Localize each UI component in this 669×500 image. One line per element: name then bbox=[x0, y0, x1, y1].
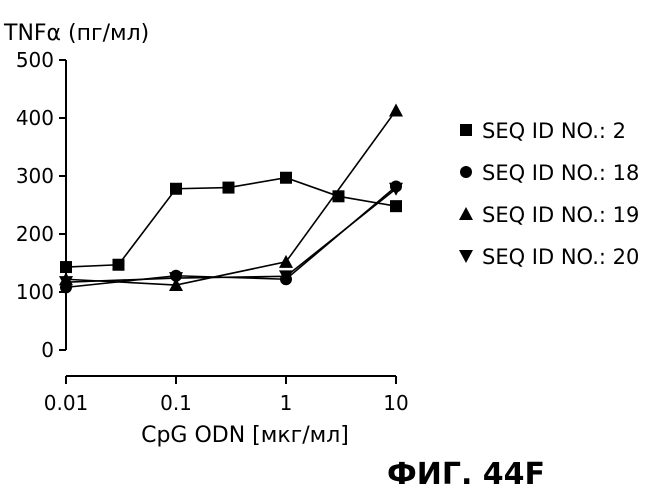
legend-label-2: SEQ ID NO.: 18 bbox=[482, 161, 639, 185]
legend-label-4: SEQ ID NO.: 20 bbox=[482, 245, 639, 269]
x-tick-label: 0.01 bbox=[44, 391, 89, 415]
data-point-series-3 bbox=[389, 103, 403, 116]
y-tick-label: 100 bbox=[16, 280, 54, 304]
y-tick-label: 500 bbox=[16, 48, 54, 72]
legend-label-3: SEQ ID NO.: 19 bbox=[482, 203, 639, 227]
series-line-2 bbox=[66, 186, 396, 287]
y-tick-label: 300 bbox=[16, 164, 54, 188]
legend: SEQ ID NO.: 2 SEQ ID NO.: 18 SEQ ID NO.: 1… bbox=[459, 119, 639, 269]
figure-caption: ФИГ. 44F bbox=[387, 457, 545, 492]
data-point-series-3 bbox=[279, 255, 293, 268]
y-tick-label: 0 bbox=[41, 338, 54, 362]
axes bbox=[66, 60, 396, 376]
data-point-series-1 bbox=[332, 190, 344, 202]
data-point-series-1 bbox=[222, 182, 234, 194]
legend-marker-4 bbox=[459, 250, 473, 263]
legend-marker-2 bbox=[460, 166, 472, 178]
legend-label-1: SEQ ID NO.: 2 bbox=[482, 119, 626, 143]
legend-marker-1 bbox=[460, 124, 472, 136]
data-point-series-1 bbox=[280, 172, 292, 184]
x-tick-label: 0.1 bbox=[160, 391, 192, 415]
x-ticks: 0.01 0.1 1 10 bbox=[44, 376, 409, 415]
x-axis-title: CpG ODN [мкг/мл] bbox=[141, 423, 349, 448]
data-point-series-1 bbox=[390, 200, 402, 212]
x-tick-label: 1 bbox=[280, 391, 293, 415]
y-ticks: 0 100 200 300 400 500 bbox=[16, 48, 66, 362]
legend-marker-3 bbox=[459, 207, 473, 220]
x-tick-label: 10 bbox=[383, 391, 408, 415]
data-point-series-1 bbox=[170, 183, 182, 195]
data-point-series-1 bbox=[60, 261, 72, 273]
y-tick-label: 400 bbox=[16, 106, 54, 130]
y-axis-title: TNFα (пг/мл) bbox=[3, 21, 149, 46]
data-point-series-1 bbox=[112, 259, 124, 271]
y-tick-label: 200 bbox=[16, 222, 54, 246]
